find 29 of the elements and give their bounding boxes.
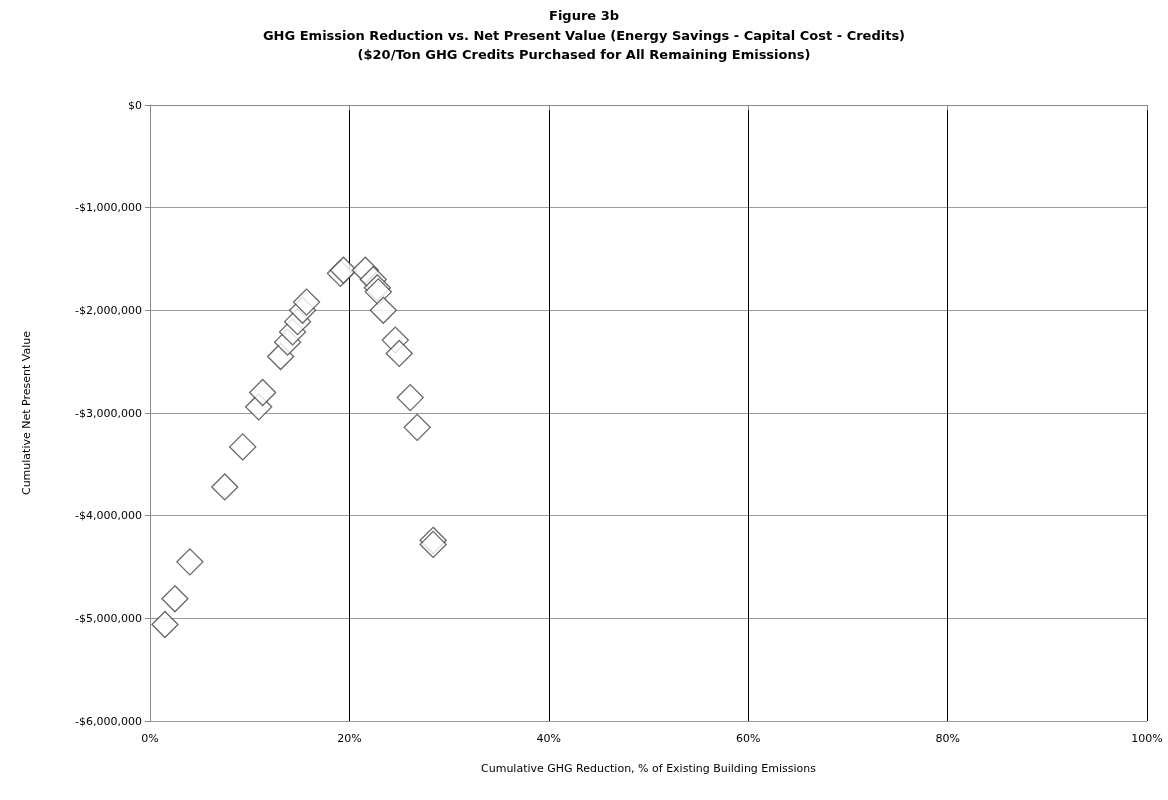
point — [176, 548, 204, 576]
y-tick-label: $0 — [128, 98, 142, 112]
x-tick-label: 60% — [735, 732, 761, 745]
chart-subtitle: GHG Emission Reduction vs. Net Present Value (Energy Savings - Capital Cost - Credits) ($20/Ton GHG Credits Purchased for All Remaining Emissions) — [262, 28, 906, 62]
chart-title: Figure 3b — [548, 8, 620, 23]
y-tick-label: -$5,000,000 — [75, 611, 142, 625]
x-tick-label: 80% — [935, 732, 960, 745]
point — [419, 530, 447, 559]
y-tick-label: -$1,000,000 — [75, 201, 142, 215]
x-tick-label: 0% — [141, 732, 159, 745]
x-axis-title: Cumulative GHG Reduction, % of Existing Building Emissions — [481, 762, 817, 775]
y-tick-label: -$3,000,000 — [75, 406, 142, 420]
point — [369, 296, 397, 324]
x-tick-label: 40% — [536, 732, 562, 745]
point — [396, 383, 424, 412]
x-tick-label: 20% — [337, 732, 362, 745]
point — [161, 585, 189, 613]
y-tick-label: -$6,000,000 — [75, 714, 142, 728]
y-tick-label: -$2,000,000 — [75, 303, 142, 317]
point — [249, 378, 277, 407]
point — [292, 288, 321, 316]
y-axis-title: Cumulative Net Present Value — [20, 330, 33, 496]
y-tick-label: -$4,000,000 — [75, 509, 142, 523]
point — [403, 413, 431, 442]
point — [211, 473, 239, 501]
x-tick-label: 100% — [1131, 732, 1163, 745]
point — [229, 433, 257, 461]
point — [385, 339, 413, 368]
point — [151, 610, 179, 639]
